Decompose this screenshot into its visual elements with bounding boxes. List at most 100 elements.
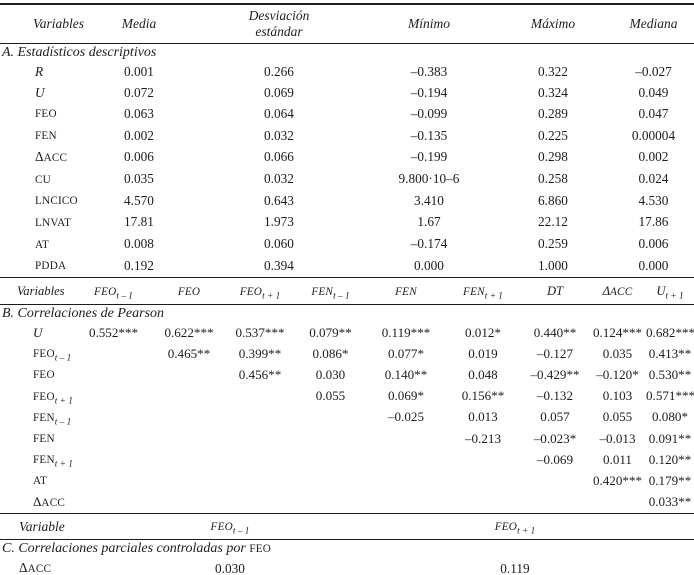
cell-value: –0.383 <box>410 64 448 79</box>
table-row: PDDA 0.192 0.394 0.000 1.000 0.000 <box>0 255 694 277</box>
cell-value <box>445 492 521 513</box>
cell-value <box>655 558 694 575</box>
cell-value <box>152 364 226 385</box>
cell-value: 0.00004 <box>631 127 676 143</box>
cell-value <box>367 428 445 449</box>
cell-value: 0.047 <box>638 105 669 121</box>
panel-c-rows: ΔACC 0.030 0.119 <box>0 558 694 575</box>
cell-value: 0.000 <box>638 257 669 273</box>
cell-value: –0.194 <box>410 84 448 100</box>
cell-value <box>445 470 521 491</box>
cell-value <box>152 492 226 513</box>
cell-value: 0.258 <box>538 171 568 187</box>
column-header: Ut + 1 <box>646 277 694 306</box>
row-label: ΔACC <box>19 559 52 575</box>
cell-value: 0.057 <box>540 409 570 425</box>
cell-value: 0.006 <box>638 236 669 252</box>
cell-value: 0.140** <box>384 366 428 382</box>
cell-value <box>75 343 152 364</box>
cell-value: 0.069 <box>264 84 294 100</box>
cell-value: 0.064 <box>264 105 294 121</box>
cell-value <box>226 386 294 407</box>
cell-value <box>75 428 152 449</box>
cell-value: 0.399** <box>238 345 282 361</box>
cell-value: 0.060 <box>264 236 294 252</box>
column-header: FEOt + 1 <box>375 512 655 540</box>
cell-value: 0.055 <box>602 409 633 425</box>
column-header: FENt + 1 <box>445 277 521 306</box>
cell-value <box>367 492 445 513</box>
cell-value: 3.410 <box>414 192 444 208</box>
row-label: U <box>33 325 43 341</box>
cell-value <box>152 386 226 407</box>
cell-value: 0.259 <box>538 236 568 252</box>
table-row: AT 0.420*** 0.179** <box>0 470 694 491</box>
cell-value: 0.394 <box>264 257 294 273</box>
cell-value <box>521 470 589 491</box>
cell-value: 0.091** <box>648 430 692 446</box>
table-row: AT 0.008 0.060 –0.174 0.259 0.006 <box>0 234 694 256</box>
row-label: FEN <box>33 433 55 446</box>
cell-value <box>445 449 521 470</box>
cell-value: 0.124*** <box>592 325 643 341</box>
cell-value: –0.013 <box>599 430 636 446</box>
cell-value: 0.192 <box>124 257 154 273</box>
cell-value: 9.800·10–6 <box>398 171 460 187</box>
table-row: FEOt + 1 0.055 0.069* 0.156** –0.132 0.103 0.5… <box>0 386 694 407</box>
cell-value: 0.006 <box>124 149 154 165</box>
cell-value <box>294 428 367 449</box>
cell-value: 0.008 <box>124 236 154 252</box>
cell-value: 0.420*** <box>592 472 643 488</box>
column-header: Variable <box>0 512 85 540</box>
row-label: FEN <box>35 130 57 143</box>
pearson-correlations-table: Variables FEOt – 1 FEO FEOt + 1 FENt – 1 FEN F… <box>0 277 694 513</box>
cell-value: –0.025 <box>387 409 424 425</box>
row-label: ΔACC <box>33 493 66 509</box>
section-b-title-row: B. Correlaciones de Pearson <box>0 305 694 324</box>
cell-value <box>367 470 445 491</box>
column-header: FENt – 1 <box>294 277 367 306</box>
column-header: Mínimo <box>365 4 493 44</box>
header-row: Variables Media Desviación estándar Mínimo Má… <box>0 4 694 44</box>
panel-b-rows: U 0.552*** 0.622*** 0.537*** 0.079** 0.119***… <box>0 323 694 513</box>
column-header: Mediana <box>613 4 694 44</box>
cell-value: 0.069* <box>387 388 424 404</box>
cell-value: 0.077* <box>387 345 424 361</box>
cell-value: 0.079** <box>309 325 352 341</box>
cell-value: –0.127 <box>536 345 573 361</box>
cell-value: 0.072 <box>124 84 154 100</box>
cell-value: 0.266 <box>264 64 294 79</box>
cell-value: 0.103 <box>602 388 633 404</box>
cell-value: –0.199 <box>410 149 448 165</box>
cell-value <box>226 449 294 470</box>
row-label: FEO <box>35 108 57 121</box>
row-label: CU <box>35 173 51 186</box>
cell-value: 22.12 <box>538 214 568 230</box>
cell-value: 0.465** <box>167 345 211 361</box>
cell-value <box>294 492 367 513</box>
column-header: FEO <box>152 277 226 306</box>
descriptive-statistics-table: Variables Media Desviación estándar Mínimo Má… <box>0 3 694 277</box>
cell-value <box>152 407 226 428</box>
cell-value: 0.024 <box>638 171 669 187</box>
cell-value <box>589 492 646 513</box>
partial-correlations-table: Variable FEOt – 1 FEOt + 1 C. Correlacione… <box>0 512 694 575</box>
cell-value: 0.324 <box>538 84 568 100</box>
row-label: U <box>35 84 45 100</box>
table-row: U 0.552*** 0.622*** 0.537*** 0.079** 0.119***… <box>0 323 694 343</box>
cell-value: 0.063 <box>124 105 154 121</box>
panel-a-rows: R 0.001 0.266 –0.383 0.322 –0.027 U 0.072 0.069 –… <box>0 62 694 277</box>
cell-value: 0.011 <box>603 451 632 467</box>
cell-value: 17.86 <box>638 214 669 230</box>
cell-value: 6.860 <box>538 192 568 208</box>
cell-value: 0.156** <box>461 388 505 404</box>
cell-value: 0.066 <box>264 149 294 165</box>
cell-value: 0.055 <box>315 388 346 404</box>
cell-value <box>226 492 294 513</box>
cell-value: 0.049 <box>638 84 669 100</box>
cell-value: 0.225 <box>538 127 568 143</box>
cell-value <box>226 407 294 428</box>
cell-value: 0.013 <box>468 409 498 425</box>
cell-value: 0.682*** <box>646 325 694 341</box>
column-header: DT <box>521 277 589 306</box>
